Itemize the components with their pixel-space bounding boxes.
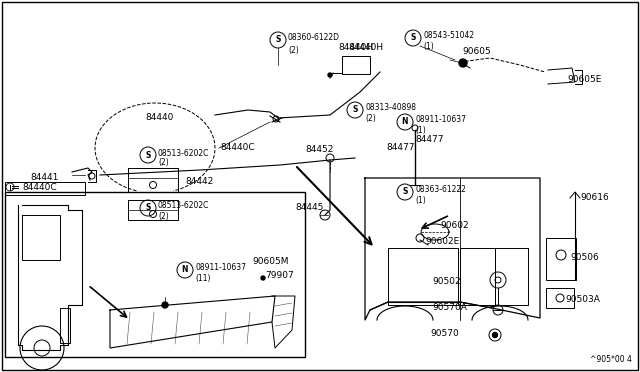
Text: N: N xyxy=(402,118,408,126)
Text: 08911-10637: 08911-10637 xyxy=(195,263,246,273)
Text: 90602E: 90602E xyxy=(425,237,460,247)
Text: 84452: 84452 xyxy=(305,145,333,154)
Bar xyxy=(546,288,574,308)
Text: S: S xyxy=(410,33,416,42)
Text: ^905*00 4: ^905*00 4 xyxy=(590,355,632,364)
Text: 90503A: 90503A xyxy=(565,295,600,305)
Text: 08360-6122D: 08360-6122D xyxy=(288,33,340,42)
Bar xyxy=(546,238,576,280)
Text: 90502: 90502 xyxy=(432,278,461,286)
Text: N: N xyxy=(182,266,188,275)
Text: 84440: 84440 xyxy=(145,113,173,122)
Text: 84441: 84441 xyxy=(30,173,58,183)
Bar xyxy=(5,192,305,357)
Text: 90605: 90605 xyxy=(462,48,491,57)
Text: 84477: 84477 xyxy=(415,135,444,144)
Text: 84440C: 84440C xyxy=(220,144,255,153)
Text: (1): (1) xyxy=(423,42,434,51)
Text: 90616: 90616 xyxy=(580,193,609,202)
Text: 84442: 84442 xyxy=(185,177,213,186)
Text: 08313-40898: 08313-40898 xyxy=(365,103,416,112)
Bar xyxy=(60,308,70,343)
Text: 90570: 90570 xyxy=(430,330,459,339)
Text: 08513-6202C: 08513-6202C xyxy=(158,148,209,157)
Text: (1): (1) xyxy=(415,196,426,205)
Text: 90602: 90602 xyxy=(440,221,468,230)
Text: S: S xyxy=(145,203,150,212)
Text: 90506: 90506 xyxy=(570,253,599,263)
Text: 08911-10637: 08911-10637 xyxy=(415,115,466,125)
Text: S: S xyxy=(275,35,281,45)
Circle shape xyxy=(459,59,467,67)
Text: 08543-51042: 08543-51042 xyxy=(423,32,474,41)
Circle shape xyxy=(162,302,168,308)
Text: 84440H: 84440H xyxy=(348,44,383,52)
Text: 90605E: 90605E xyxy=(567,76,602,84)
Text: 90570A: 90570A xyxy=(432,304,467,312)
Text: 08363-61222: 08363-61222 xyxy=(415,186,466,195)
Text: (1): (1) xyxy=(415,125,426,135)
Text: (2): (2) xyxy=(365,113,376,122)
Text: 84440H: 84440H xyxy=(338,44,373,52)
Text: S: S xyxy=(145,151,150,160)
Circle shape xyxy=(493,333,497,337)
Text: 84440C: 84440C xyxy=(22,183,56,192)
Text: 79907: 79907 xyxy=(265,272,294,280)
Text: (2): (2) xyxy=(158,158,169,167)
Text: (2): (2) xyxy=(288,45,299,55)
Bar xyxy=(342,56,370,74)
Text: S: S xyxy=(403,187,408,196)
Circle shape xyxy=(328,73,332,77)
Text: 08513-6202C: 08513-6202C xyxy=(158,202,209,211)
Text: S: S xyxy=(352,106,358,115)
Bar xyxy=(5,182,85,195)
Text: (11): (11) xyxy=(195,273,211,282)
Text: 90605M: 90605M xyxy=(252,257,289,266)
Circle shape xyxy=(261,276,265,280)
Text: (2): (2) xyxy=(158,212,169,221)
Text: 84477: 84477 xyxy=(386,144,415,153)
Text: 84445: 84445 xyxy=(295,203,323,212)
